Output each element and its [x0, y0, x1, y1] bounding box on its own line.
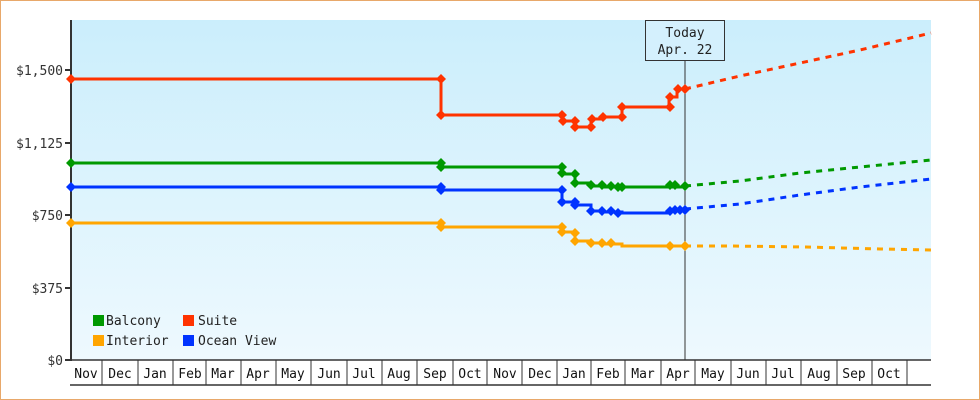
month-label: May [281, 367, 305, 382]
month-label: Jun [736, 367, 759, 382]
month-label: Oct [458, 367, 481, 382]
y-tick-label: $1,500 [16, 64, 63, 79]
month-label: Feb [596, 367, 620, 382]
y-ticks: $0 $375 $750 $1,125 $1,500 [16, 64, 71, 369]
legend-label: Balcony [106, 314, 161, 329]
series-balcony [66, 158, 932, 192]
month-label: Jan [143, 367, 166, 382]
series-interior [66, 218, 932, 252]
month-label: Oct [877, 367, 900, 382]
month-label: Jul [771, 367, 794, 382]
month-label: Sep [842, 367, 866, 382]
month-label: Aug [387, 367, 410, 382]
legend-item-balcony: Balcony [93, 314, 161, 329]
data-points [66, 74, 690, 132]
data-points [66, 218, 690, 251]
x-axis-months: Nov Dec Jan Feb Mar Apr May Jun Jul Aug … [70, 359, 931, 386]
data-points [66, 158, 690, 192]
today-marker: Today Apr. 22 [645, 20, 725, 360]
data-points [66, 182, 690, 218]
month-label: May [701, 367, 725, 382]
legend-swatch-icon [93, 315, 104, 326]
month-label: Mar [211, 367, 235, 382]
legend-item-ocean-view: Ocean View [183, 334, 276, 349]
month-label: Nov [493, 367, 517, 382]
today-label: Today [665, 26, 704, 41]
legend-swatch-icon [93, 335, 104, 346]
series-ocean-view [66, 177, 932, 218]
legend-item-interior: Interior [93, 334, 169, 349]
month-label: Feb [178, 367, 202, 382]
y-tick-label: $1,125 [16, 137, 63, 152]
month-label: Jun [317, 367, 340, 382]
month-label: Dec [528, 367, 551, 382]
y-tick-label: $0 [47, 354, 63, 369]
today-date: Apr. 22 [658, 43, 713, 58]
month-label: Apr [666, 367, 690, 382]
month-label: Sep [423, 367, 447, 382]
month-label: Mar [631, 367, 655, 382]
month-label: Nov [74, 367, 98, 382]
legend: Balcony Suite Interior Ocean View [93, 314, 276, 349]
month-label: Apr [246, 367, 270, 382]
legend-swatch-icon [183, 335, 194, 346]
legend-label: Ocean View [198, 334, 276, 349]
y-tick-label: $375 [32, 282, 63, 297]
month-label: Jan [562, 367, 585, 382]
legend-item-suite: Suite [183, 314, 237, 329]
legend-label: Suite [198, 314, 237, 329]
month-label: Jul [352, 367, 375, 382]
y-tick-label: $750 [32, 209, 63, 224]
series-suite [66, 31, 932, 132]
month-label: Dec [108, 367, 131, 382]
legend-swatch-icon [183, 315, 194, 326]
month-label: Aug [807, 367, 830, 382]
legend-label: Interior [106, 334, 169, 349]
